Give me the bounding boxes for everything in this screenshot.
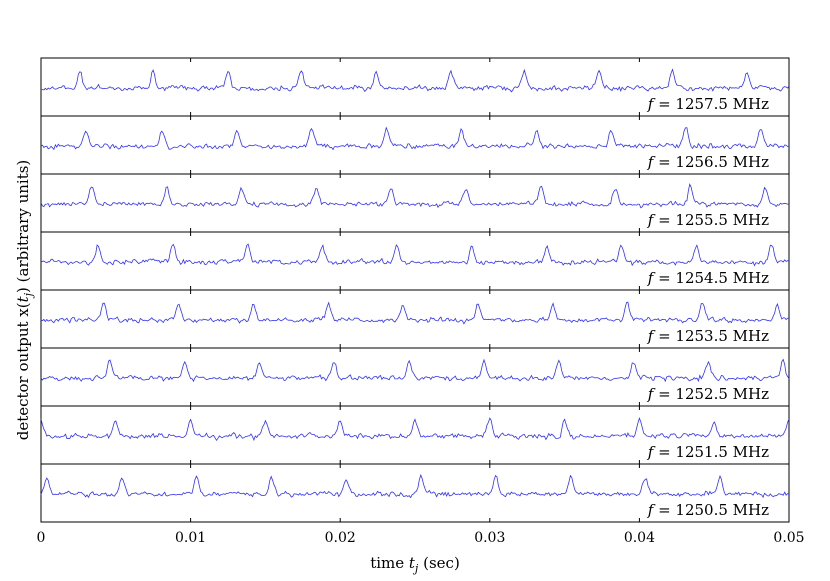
x-tick-label: 0.02 bbox=[325, 530, 356, 546]
panel-label-5: f = 1252.5 MHz bbox=[647, 385, 769, 403]
signal-trace-6 bbox=[40, 416, 790, 442]
panel-2: f = 1255.5 MHz bbox=[40, 173, 790, 233]
panel-4: f = 1253.5 MHz bbox=[40, 289, 790, 349]
panel-frame-6 bbox=[40, 405, 790, 465]
signal-trace-7 bbox=[40, 473, 790, 499]
signal-trace-2 bbox=[40, 183, 790, 209]
x-tick-label: 0 bbox=[37, 530, 46, 546]
signal-trace-4 bbox=[40, 301, 790, 325]
signal-trace-1 bbox=[40, 126, 790, 151]
x-tick-label: 0.04 bbox=[624, 530, 655, 546]
panel-5: f = 1252.5 MHz bbox=[40, 347, 790, 407]
panel-frame-7 bbox=[40, 463, 790, 523]
panel-1: f = 1256.5 MHz bbox=[40, 115, 790, 175]
x-tick-label: 0.05 bbox=[773, 530, 804, 546]
signal-trace-0 bbox=[40, 68, 790, 93]
panel-6: f = 1251.5 MHz bbox=[40, 405, 790, 465]
signal-trace-5 bbox=[40, 358, 790, 383]
x-axis: 0 0.01 0.02 0.03 0.04 0.05 bbox=[37, 530, 805, 546]
panel-0: f = 1257.5 MHz bbox=[40, 57, 790, 117]
y-axis-label: detector output x(tj​) (arbitrary units) bbox=[14, 160, 35, 441]
panel-label-0: f = 1257.5 MHz bbox=[647, 95, 769, 113]
panel-label-3: f = 1254.5 MHz bbox=[647, 269, 769, 287]
x-tick-label: 0.03 bbox=[474, 530, 505, 546]
x-tick-label: 0.01 bbox=[175, 530, 206, 546]
panel-label-2: f = 1255.5 MHz bbox=[647, 211, 769, 229]
panel-7: f = 1250.5 MHz bbox=[40, 463, 790, 523]
panel-frame-5 bbox=[40, 347, 790, 407]
x-axis-label: time tj​ (sec) bbox=[370, 554, 460, 575]
panel-frame-3 bbox=[40, 231, 790, 291]
panels-group: f = 1257.5 MHz f = 1256.5 MHz f = 1255.5 M… bbox=[40, 57, 790, 523]
panel-label-7: f = 1250.5 MHz bbox=[647, 501, 769, 519]
panel-frame-2 bbox=[40, 173, 790, 233]
panel-3: f = 1254.5 MHz bbox=[40, 231, 790, 291]
panel-label-4: f = 1253.5 MHz bbox=[647, 327, 769, 345]
signal-trace-3 bbox=[40, 243, 790, 267]
panel-label-6: f = 1251.5 MHz bbox=[647, 443, 769, 461]
panel-label-1: f = 1256.5 MHz bbox=[647, 153, 769, 171]
